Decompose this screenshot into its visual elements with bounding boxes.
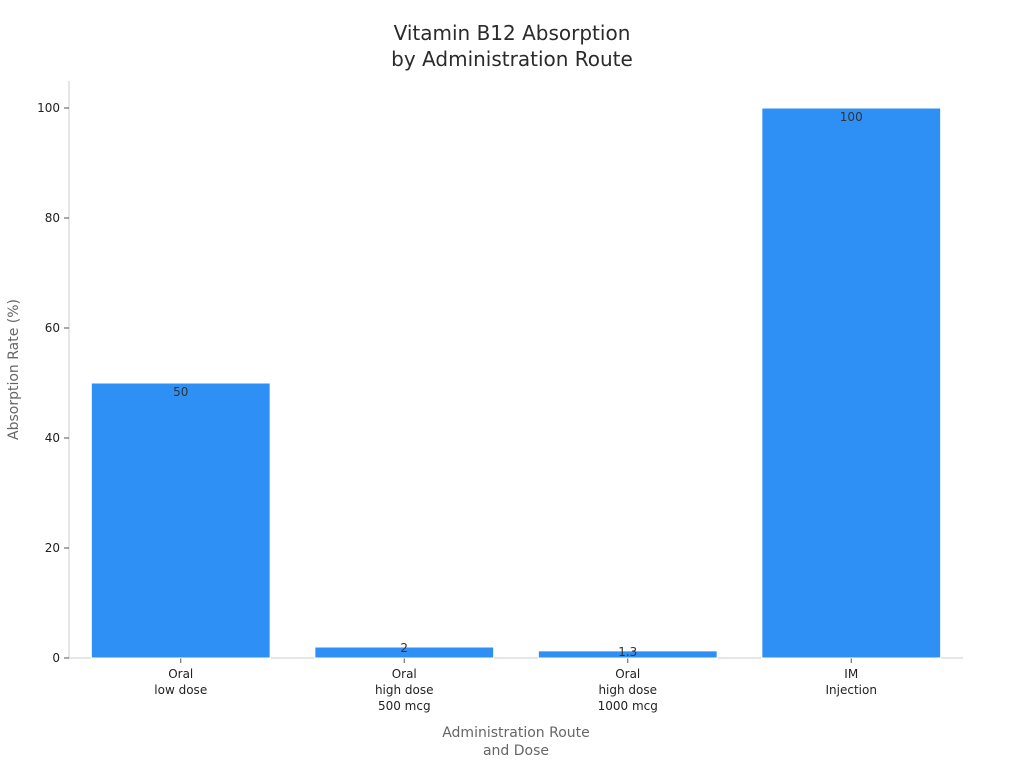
y-tick-label: 0 (52, 651, 60, 665)
bar (90, 382, 271, 659)
y-axis-label: Absorption Rate (%) (6, 299, 22, 440)
x-tick-label: high dose (598, 683, 657, 697)
x-tick-label: Oral (615, 667, 640, 681)
x-axis-label: and Dose (483, 743, 549, 759)
y-tick-label: 100 (37, 101, 60, 115)
y-tick-label: 80 (45, 211, 60, 225)
bar-value-label: 50 (173, 385, 188, 399)
x-tick-label: Oral (168, 667, 193, 681)
chart-title-line: by Administration Route (391, 47, 633, 71)
y-tick-label: 40 (45, 431, 60, 445)
x-axis-label: Administration Route (442, 725, 590, 741)
x-tick-label: 1000 mcg (598, 699, 658, 713)
bar (537, 650, 718, 659)
x-tick-label: IM (844, 667, 858, 681)
bar (314, 646, 495, 659)
data-labels: 50 2 1.3 100 (173, 110, 863, 659)
x-tick-label: Oral (392, 667, 417, 681)
bar-value-label: 2 (400, 641, 408, 655)
x-tick-label: 500 mcg (378, 699, 431, 713)
bar-value-label: 1.3 (618, 645, 637, 659)
x-tick-label: low dose (154, 683, 207, 697)
y-axis: 0 20 40 60 80 100 Absorption Rate (%) (6, 81, 70, 665)
x-tick-label: Injection (826, 683, 877, 697)
bar-value-label: 100 (840, 110, 863, 124)
chart-title-line: Vitamin B12 Absorption (394, 21, 631, 45)
x-tick-label: high dose (375, 683, 434, 697)
y-tick-label: 20 (45, 541, 60, 555)
x-axis: Oral low dose Oral high dose 500 mcg Oral high… (69, 657, 963, 759)
bars (90, 107, 942, 659)
y-tick-label: 60 (45, 321, 60, 335)
bar (761, 107, 942, 659)
